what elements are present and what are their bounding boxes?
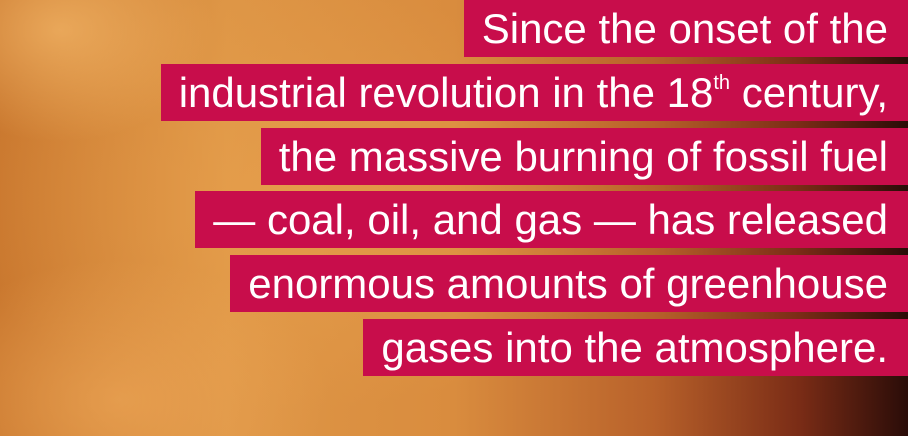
text: the massive burning of fossil fuel <box>279 133 888 180</box>
text-line: Since the onset of the <box>464 0 908 57</box>
text: enormous amounts of greenhouse <box>248 260 888 307</box>
text-line: the massive burning of fossil fuel <box>261 128 908 185</box>
text: century, <box>730 69 888 116</box>
text: industrial revolution in the 18 <box>179 69 714 116</box>
text-line: enormous amounts of greenhouse <box>230 255 908 312</box>
text-line: gases into the atmosphere. <box>363 319 908 376</box>
text: Since the onset of the <box>482 5 888 52</box>
superscript: th <box>713 72 730 94</box>
text-line: — coal, oil, and gas — has released <box>195 191 908 248</box>
text: — coal, oil, and gas — has released <box>213 196 888 243</box>
slide: Since the onset of the industrial revolu… <box>0 0 908 436</box>
text-line: industrial revolution in the 18th centur… <box>161 64 908 121</box>
text: gases into the atmosphere. <box>381 324 888 371</box>
